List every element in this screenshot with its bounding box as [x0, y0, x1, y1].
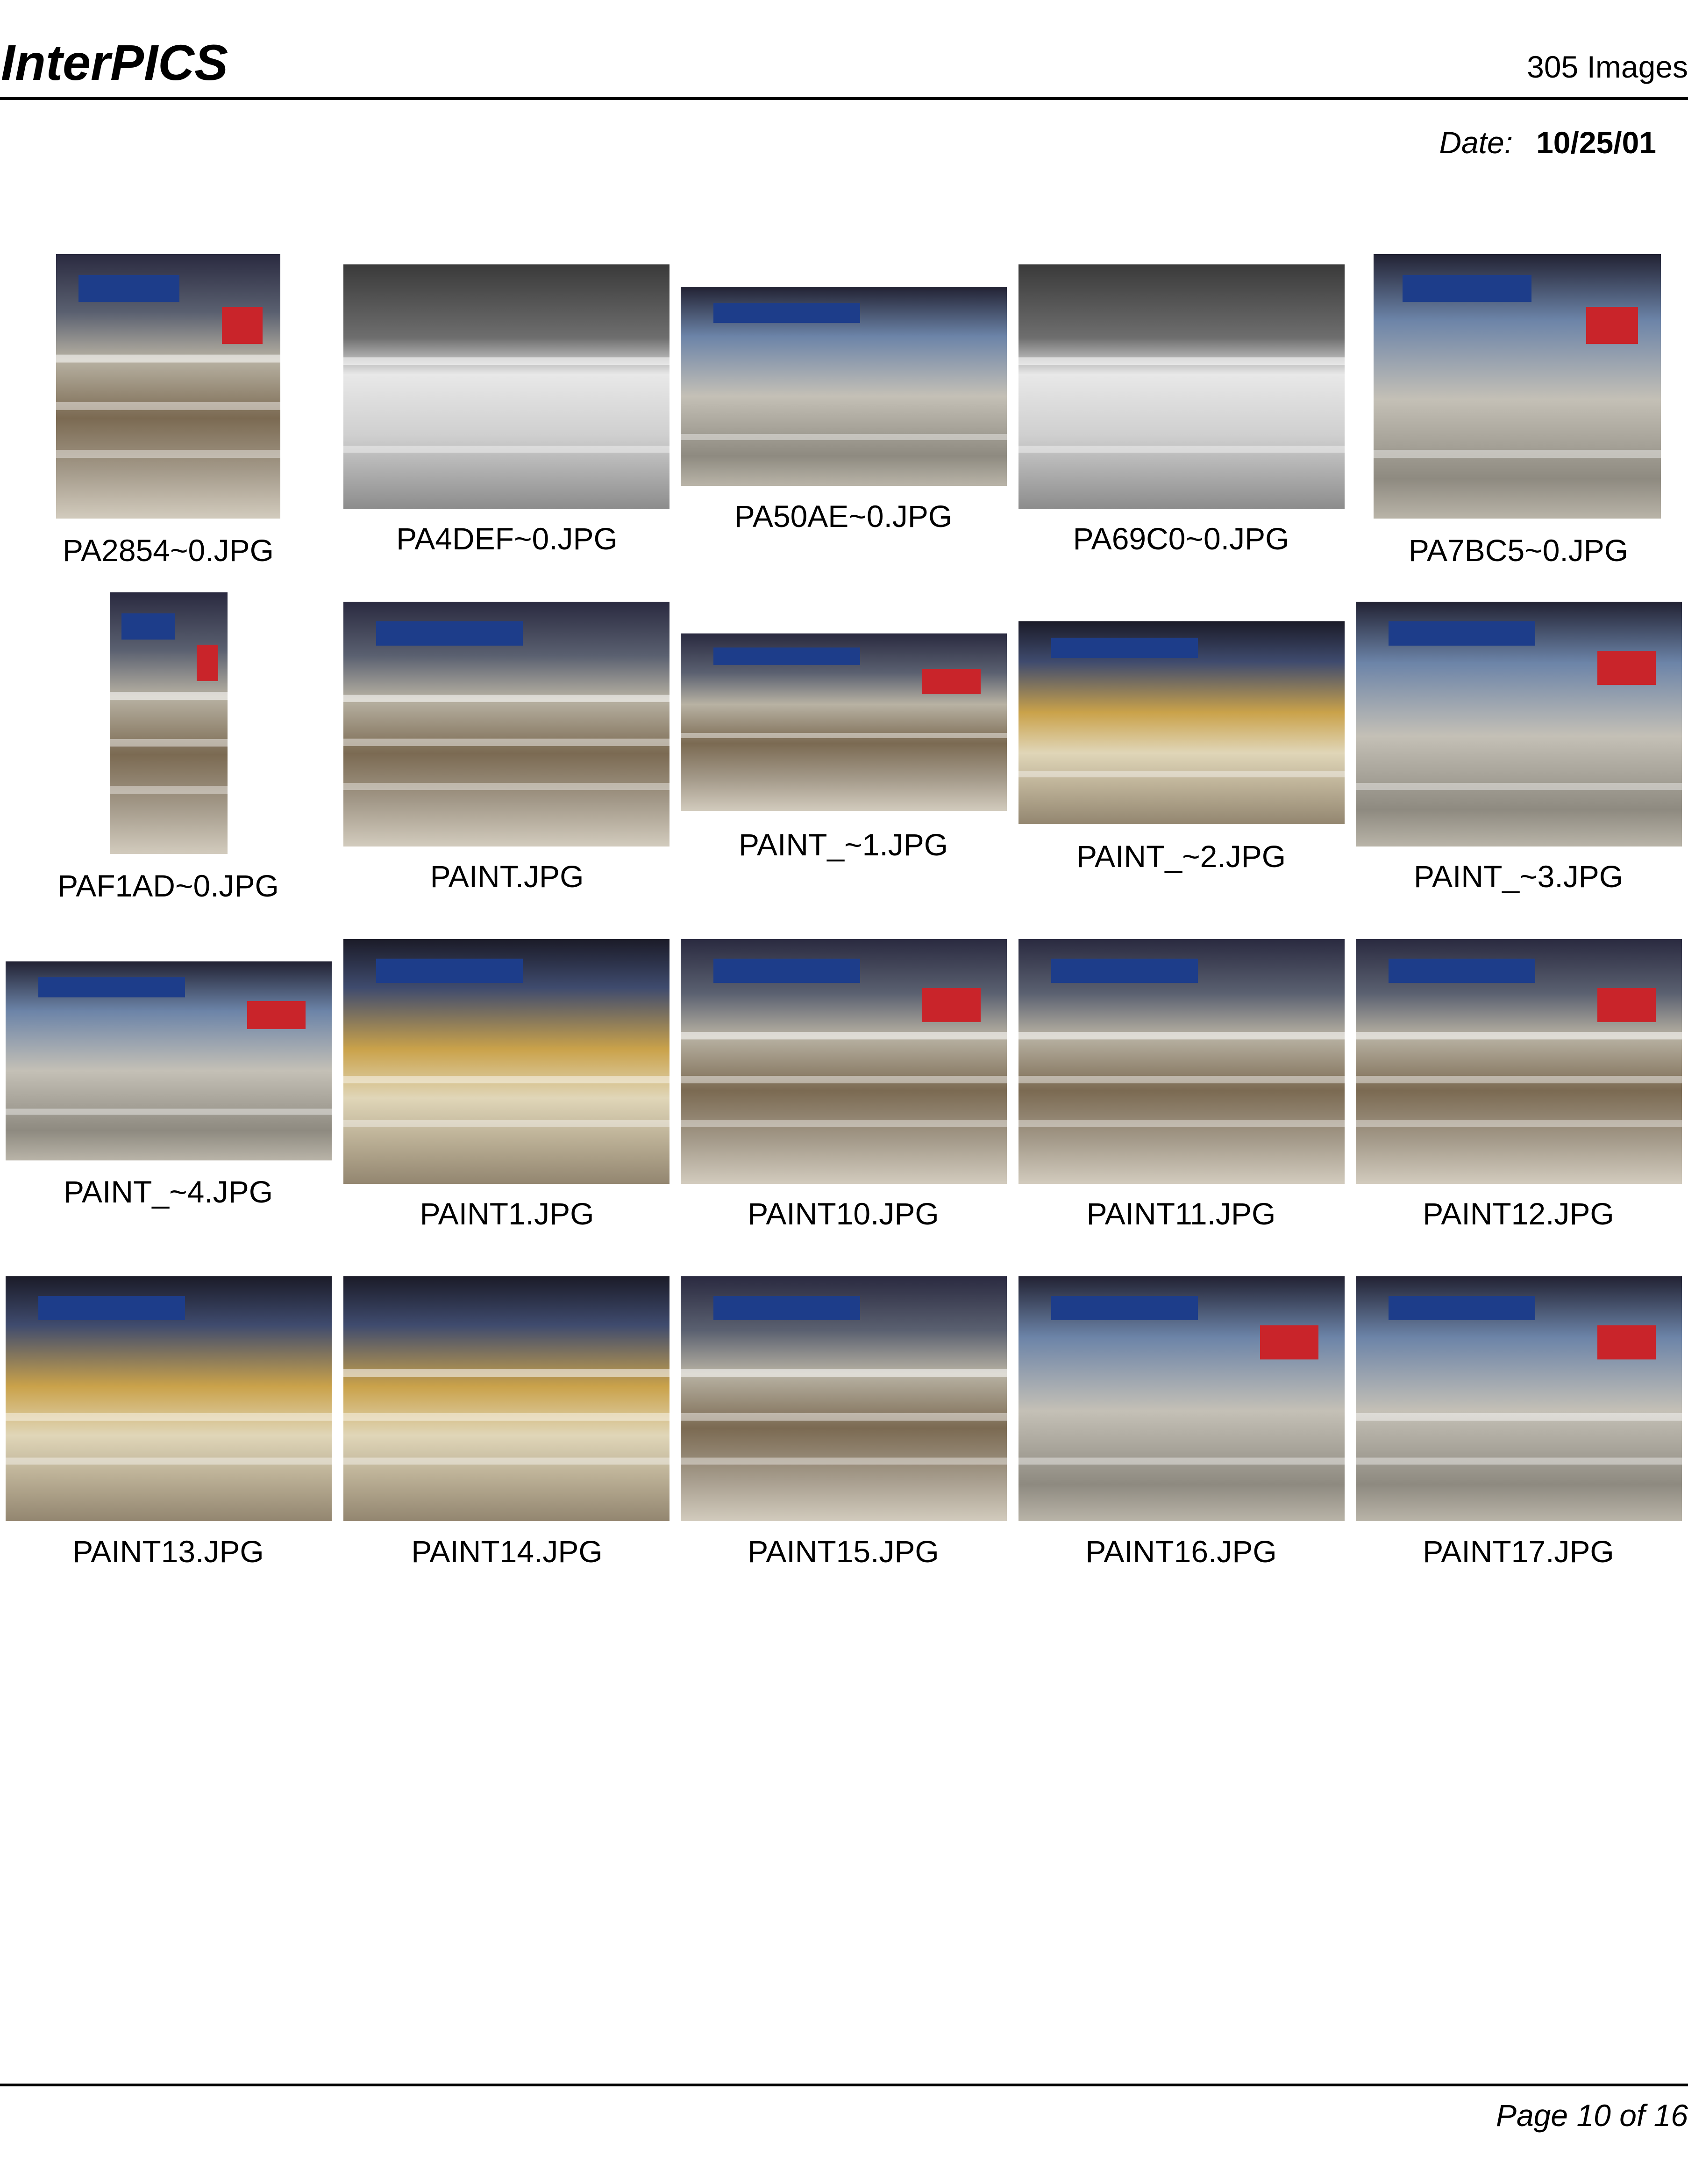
brand-title: InterPICS	[1, 34, 228, 91]
thumbnail-caption: PA69C0~0.JPG	[1073, 521, 1289, 556]
thumbnail-caption: PAINT_~2.JPG	[1076, 839, 1286, 874]
thumbnail-photo[interactable]	[343, 1276, 670, 1521]
thumbnail-caption: PAINT_~4.JPG	[63, 1174, 273, 1209]
thumbnail-photo[interactable]	[1018, 621, 1345, 824]
footer-rule	[0, 2084, 1688, 2086]
header-rule	[0, 97, 1688, 100]
thumbnail-caption: PAINT14.JPG	[411, 1534, 603, 1569]
thumbnail-caption: PAINT17.JPG	[1423, 1534, 1614, 1569]
thumbnail-caption: PAINT16.JPG	[1085, 1534, 1277, 1569]
thumbnail-photo[interactable]	[1374, 254, 1661, 519]
thumbnail-photo[interactable]	[681, 939, 1007, 1184]
page-number: Page 10 of 16	[1496, 2098, 1688, 2133]
thumbnail-photo[interactable]	[343, 939, 670, 1184]
thumbnail-photo[interactable]	[6, 1276, 332, 1521]
thumbnail-caption: PAINT15.JPG	[748, 1534, 939, 1569]
date-label: Date:	[1439, 125, 1513, 160]
thumbnail-photo[interactable]	[1356, 602, 1682, 847]
date-line: Date: 10/25/01	[1439, 127, 1656, 158]
thumbnail-photo[interactable]	[110, 592, 228, 854]
thumbnail-photo[interactable]	[6, 961, 332, 1160]
image-count: 305 Images	[1527, 50, 1688, 84]
thumbnail-photo[interactable]	[681, 633, 1007, 811]
thumbnail-caption: PA7BC5~0.JPG	[1408, 533, 1629, 568]
thumbnail-photo[interactable]	[1356, 1276, 1682, 1521]
thumbnail-photo[interactable]	[343, 602, 670, 847]
thumbnail-caption: PAINT_~1.JPG	[738, 827, 948, 862]
thumbnail-caption: PA2854~0.JPG	[63, 533, 274, 568]
thumbnail-photo[interactable]	[681, 287, 1007, 486]
thumbnail-caption: PAINT13.JPG	[72, 1534, 264, 1569]
thumbnail-caption: PAINT11.JPG	[1086, 1196, 1276, 1231]
thumbnail-photo[interactable]	[1018, 1276, 1345, 1521]
thumbnail-caption: PAINT10.JPG	[748, 1196, 939, 1231]
thumbnail-caption: PAINT12.JPG	[1423, 1196, 1614, 1231]
thumbnail-photo[interactable]	[1018, 264, 1345, 509]
thumbnail-caption: PA4DEF~0.JPG	[396, 521, 618, 556]
thumbnail-photo[interactable]	[1356, 939, 1682, 1184]
thumbnail-photo[interactable]	[56, 254, 280, 519]
thumbnail-caption: PAINT.JPG	[430, 859, 584, 894]
thumbnail-caption: PA50AE~0.JPG	[734, 499, 953, 534]
thumbnail-photo[interactable]	[343, 264, 670, 509]
date-value: 10/25/01	[1536, 125, 1656, 160]
thumbnail-photo[interactable]	[1018, 939, 1345, 1184]
thumbnail-caption: PAINT_~3.JPG	[1413, 859, 1624, 894]
thumbnail-caption: PAF1AD~0.JPG	[57, 868, 279, 903]
thumbnail-caption: PAINT1.JPG	[420, 1196, 594, 1231]
thumbnail-photo[interactable]	[681, 1276, 1007, 1521]
